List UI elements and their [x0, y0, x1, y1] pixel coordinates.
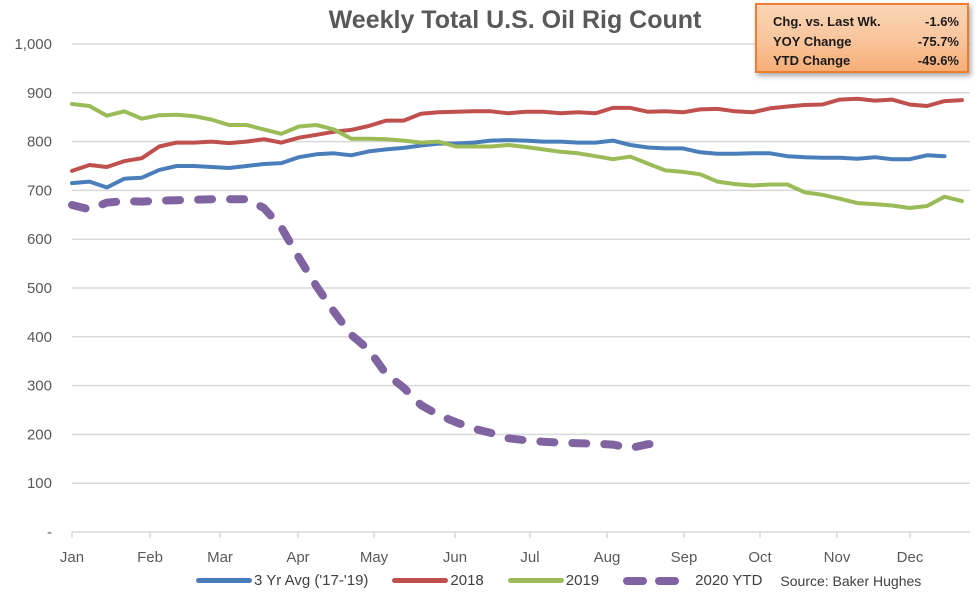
y-tick-label: 1,000	[14, 36, 52, 53]
y-tick-label: 100	[27, 475, 52, 492]
summary-box: Chg. vs. Last Wk. -1.6% YOY Change -75.7…	[755, 3, 969, 73]
x-tick-label: Dec	[897, 549, 924, 566]
summary-label: Chg. vs. Last Wk.	[773, 14, 881, 29]
summary-label: YOY Change	[773, 33, 852, 49]
summary-value: -49.6%	[917, 53, 959, 68]
y-axis-labels: - 100 200 300 400 500 600 700 800 900 1,000	[14, 36, 52, 541]
x-tick-label: Sep	[671, 549, 698, 566]
x-tick-label: Feb	[137, 549, 163, 566]
series-line-2020-ytd	[68, 195, 670, 453]
legend-item-2020: 2020 YTD	[623, 572, 762, 589]
legend-swatch-dashed	[623, 576, 680, 585]
summary-label: YTD Change	[773, 53, 851, 68]
x-tick-label: Nov	[824, 549, 851, 566]
x-tick-label: Apr	[286, 549, 309, 566]
legend-item-2019: 2019	[507, 572, 600, 589]
legend-label: 2019	[565, 572, 600, 589]
x-tick-label: May	[360, 549, 389, 566]
legend-swatch	[392, 578, 449, 583]
chart-title: Weekly Total U.S. Oil Rig Count	[328, 6, 702, 34]
x-tick-label: Jul	[520, 549, 539, 566]
legend: 3 Yr Avg ('17-'19) 2018 2019 2020 YTD So…	[196, 572, 921, 589]
x-tick-label: Mar	[207, 549, 233, 566]
series-lines	[68, 96, 964, 453]
series-line-2018	[70, 96, 964, 173]
y-tick-label: 400	[27, 329, 52, 346]
y-tick-label: 600	[27, 231, 52, 248]
summary-row-ytd: YTD Change -49.6%	[773, 51, 959, 71]
x-tick-label: Jan	[60, 549, 84, 566]
summary-row-week: Chg. vs. Last Wk. -1.6%	[773, 12, 959, 32]
source-note: Source: Baker Hughes	[780, 572, 922, 589]
gridlines	[72, 43, 970, 484]
legend-label: 2020 YTD	[695, 572, 763, 589]
y-tick-label: 800	[27, 134, 52, 151]
legend-item-2018: 2018	[392, 572, 484, 589]
y-tick-label: 300	[27, 378, 52, 395]
summary-row-yoy: YOY Change -75.7%	[773, 32, 959, 52]
summary-value: -1.6%	[925, 14, 959, 29]
legend-swatch	[507, 578, 564, 583]
x-tick-label: Jun	[443, 549, 467, 566]
legend-swatch	[196, 578, 252, 583]
x-axis: Jan Feb Mar Apr May Jun Jul Aug Sep Oct Nov Dec	[60, 531, 970, 566]
legend-item-3yr-avg: 3 Yr Avg ('17-'19)	[196, 572, 368, 589]
y-tick-label: -	[47, 524, 52, 541]
y-tick-label: 900	[27, 85, 52, 102]
series-line-2019	[70, 102, 964, 210]
summary-value: -75.7%	[917, 33, 959, 49]
legend-label: 3 Yr Avg ('17-'19)	[254, 572, 369, 589]
x-tick-label: Aug	[594, 549, 621, 566]
y-tick-label: 700	[27, 182, 52, 199]
y-tick-label: 200	[27, 426, 52, 443]
y-tick-label: 500	[27, 280, 52, 297]
x-tick-label: Oct	[748, 549, 772, 566]
legend-label: 2018	[450, 572, 484, 589]
series-line-3-yr-avg-17-19	[70, 138, 947, 190]
